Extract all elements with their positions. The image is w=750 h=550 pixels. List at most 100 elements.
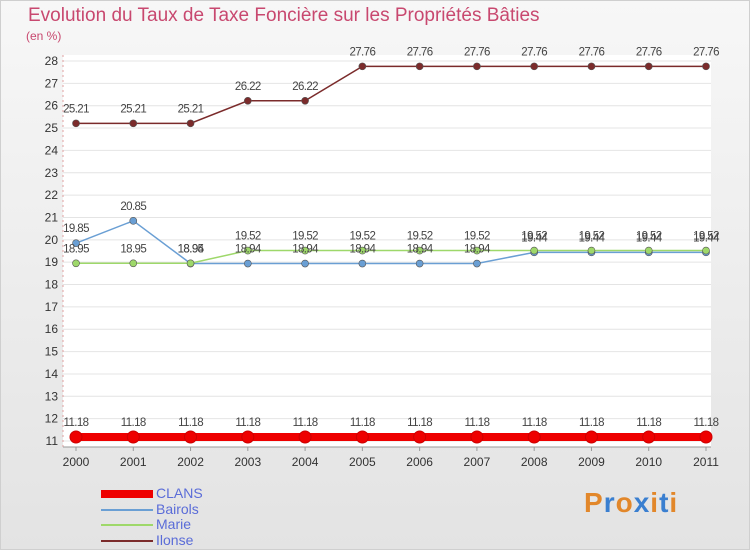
- data-label-marie: 19.52: [407, 231, 433, 243]
- y-tick-label: 21: [45, 210, 59, 224]
- data-label-bairols: 19.44: [521, 232, 548, 244]
- y-tick-label: 25: [45, 121, 59, 135]
- data-label-marie: 19.52: [349, 231, 375, 243]
- data-label-bairols: 18.94: [464, 244, 491, 256]
- y-tick-label: 23: [45, 166, 59, 180]
- series-line-bairols: [75, 219, 706, 265]
- data-point-marie: [473, 246, 481, 255]
- data-label-marie: 19.52: [579, 231, 605, 243]
- data-label-clans: 11.18: [694, 417, 719, 429]
- legend-label: Marie: [156, 516, 192, 532]
- data-label-bairols: 19.85: [63, 223, 89, 235]
- data-label-ilonse: 27.76: [407, 46, 433, 58]
- x-tick-label: 2009: [578, 455, 605, 469]
- x-tick-label: 2003: [234, 455, 261, 469]
- x-tick-label: 2010: [635, 455, 662, 469]
- y-tick-label: 20: [45, 233, 59, 247]
- y-tick-label: 16: [45, 322, 59, 336]
- x-tick-label: 2007: [464, 455, 491, 469]
- data-label-ilonse: 27.76: [579, 46, 605, 58]
- data-point-ilonse: [358, 62, 367, 71]
- data-point-clans: [642, 430, 656, 444]
- data-label-marie: 18.95: [120, 243, 146, 255]
- data-point-clans: [184, 430, 198, 444]
- data-label-bairols: 18.94: [349, 244, 376, 256]
- data-label-marie: 19.52: [693, 231, 719, 243]
- data-point-ilonse: [72, 119, 80, 128]
- y-tick-label: 24: [45, 143, 59, 157]
- data-point-ilonse: [415, 62, 424, 71]
- data-label-clans: 11.18: [636, 417, 661, 429]
- data-point-marie: [530, 246, 538, 255]
- data-label-ilonse: 27.76: [636, 46, 662, 58]
- data-point-clans: [69, 430, 83, 444]
- data-label-marie: 19.52: [636, 231, 662, 243]
- x-tick-label: 2001: [120, 455, 147, 469]
- data-label-ilonse: 27.76: [349, 46, 375, 58]
- data-point-bairols: [473, 259, 481, 268]
- data-point-bairols: [129, 217, 138, 225]
- data-label-marie: 18.95: [63, 243, 89, 255]
- data-point-marie: [244, 246, 252, 255]
- data-label-marie: 19.52: [292, 231, 318, 243]
- data-label-clans: 11.18: [121, 417, 146, 429]
- legend-swatch: [101, 508, 153, 511]
- data-point-ilonse: [644, 62, 653, 71]
- data-label-bairols: 19.44: [693, 232, 720, 244]
- y-tick-label: 14: [45, 367, 59, 381]
- data-label-bairols: 18.94: [235, 244, 262, 256]
- data-point-bairols: [358, 259, 367, 268]
- data-label-clans: 11.18: [350, 417, 375, 429]
- y-tick-label: 13: [45, 389, 59, 403]
- data-point-marie: [702, 246, 710, 255]
- data-point-marie: [72, 259, 80, 268]
- data-point-ilonse: [473, 62, 481, 71]
- data-label-bairols: 20.85: [120, 201, 146, 213]
- chart-subtitle: (en %): [26, 29, 62, 43]
- x-tick-label: 2006: [406, 455, 433, 469]
- y-tick-label: 26: [45, 99, 59, 113]
- data-label-ilonse: 26.22: [292, 81, 318, 93]
- y-tick-label: 11: [46, 434, 59, 448]
- x-tick-label: 2011: [693, 455, 719, 469]
- x-tick-label: 2008: [521, 455, 548, 469]
- x-tick-label: 2004: [292, 455, 319, 469]
- series-line-marie: [76, 249, 706, 265]
- data-point-ilonse: [702, 62, 710, 71]
- data-label-clans: 11.18: [178, 417, 203, 429]
- y-tick-label: 22: [45, 188, 59, 202]
- data-point-clans: [126, 430, 140, 444]
- data-point-marie: [301, 246, 309, 255]
- legend-label: CLANS: [156, 485, 203, 501]
- y-tick-label: 18: [45, 278, 59, 292]
- data-label-ilonse: 27.76: [521, 46, 547, 58]
- legend-swatch: [101, 490, 153, 498]
- data-point-clans: [584, 430, 598, 444]
- legend-label: Bairols: [156, 500, 199, 517]
- data-point-clans: [527, 430, 541, 444]
- data-point-marie: [644, 246, 653, 255]
- x-tick-label: 2002: [177, 455, 204, 469]
- data-label-clans: 11.18: [407, 417, 432, 429]
- y-tick-label: 17: [45, 300, 59, 314]
- data-label-ilonse: 25.21: [178, 103, 204, 115]
- data-label-clans: 11.18: [579, 417, 604, 429]
- data-label-clans: 11.18: [464, 417, 489, 429]
- data-label-clans: 11.18: [293, 417, 318, 429]
- data-point-clans: [241, 430, 255, 444]
- y-tick-label: 27: [45, 76, 59, 90]
- data-point-clans: [355, 430, 369, 444]
- data-point-bairols: [415, 259, 424, 268]
- legend-label: Ilonse: [156, 531, 194, 548]
- data-point-bairols: [244, 259, 252, 268]
- data-point-ilonse: [129, 119, 138, 128]
- y-tick-label: 28: [45, 54, 59, 68]
- data-label-clans: 11.18: [235, 417, 260, 429]
- data-label-clans: 11.18: [64, 417, 89, 429]
- data-label-bairols: 18.94: [407, 244, 434, 256]
- data-point-marie: [129, 259, 138, 268]
- data-label-marie: 19.52: [464, 231, 490, 243]
- x-tick-label: 2005: [349, 455, 376, 469]
